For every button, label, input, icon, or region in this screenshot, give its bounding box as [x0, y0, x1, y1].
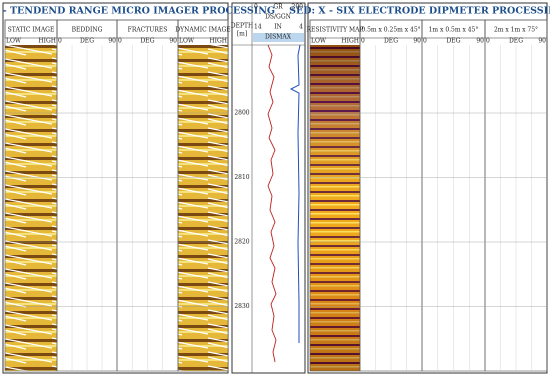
curve-scale: 0: [254, 4, 258, 11]
curve-label: DS/GGN: [265, 14, 291, 21]
depth-tick: 2810: [234, 174, 249, 181]
track-label: 0.5m x 0.25m x 45°: [361, 27, 420, 34]
curve-scale: 200: [292, 4, 304, 11]
scale-label: 90: [169, 38, 177, 45]
scale-label: 0: [361, 38, 365, 45]
mid-frame: [231, 2, 306, 374]
left-title: XRMI: X - TENDEND RANGE MICRO IMAGER PRO…: [0, 6, 275, 17]
scale-label: 90: [476, 38, 484, 45]
scale-label: 0: [486, 38, 490, 45]
depth-tick: 2800: [234, 110, 249, 117]
depth-label: DEPTH: [231, 23, 253, 30]
curve-scale: 4: [299, 24, 303, 31]
dynamic-image: [178, 45, 228, 371]
gr-curve: [267, 44, 277, 363]
scale-label: DEG: [80, 38, 94, 45]
curve-label: GR: [273, 4, 283, 11]
scale-label: 0: [118, 38, 122, 45]
track-label: DYNAMIC IMAGE: [175, 27, 230, 34]
scale-label: 0: [58, 38, 62, 45]
scale-label: HIGH: [341, 38, 359, 45]
scale-label: DEG: [384, 38, 398, 45]
scale-label: 90: [413, 38, 421, 45]
scale-label: DEG: [447, 38, 461, 45]
track-label: 2m x 1m x 75°: [494, 27, 538, 34]
resistivity-tone: [310, 45, 360, 371]
scale-label: LOW: [6, 38, 22, 45]
scale-label: LOW: [179, 38, 195, 45]
scale-label: 0: [423, 38, 427, 45]
static-image: [5, 45, 57, 371]
curve-box: [253, 33, 304, 42]
track-label: 1m x 0.5m x 45°: [429, 27, 479, 34]
scale-label: DEG: [509, 38, 523, 45]
track-header: [484, 19, 548, 39]
right-title: SED: X - SIX ELECTRODE DIPMETER PROCESSI…: [289, 6, 550, 17]
curve-label: IN: [274, 24, 282, 31]
track-label: BEDDING: [72, 27, 103, 34]
depth-tick: 2830: [234, 303, 249, 310]
depth-unit: [m]: [237, 31, 247, 38]
track-label: RESISTIVITY MAP: [307, 27, 364, 34]
scale-label: 90: [538, 38, 546, 45]
track-label: STATIC IMAGE: [8, 27, 55, 34]
scale-label: HIGH: [209, 38, 227, 45]
scale-label: LOW: [311, 38, 327, 45]
curve-label: DISMAX: [265, 34, 292, 41]
scale-label: HIGH: [38, 38, 56, 45]
curve-scale: 14: [254, 24, 262, 31]
scale-label: 90: [108, 38, 116, 45]
track-header: [177, 19, 229, 39]
depth-tick: 2820: [234, 239, 249, 246]
track-label: FRACTURES: [128, 27, 168, 34]
scale-label: DEG: [141, 38, 155, 45]
caliper-curve: [289, 44, 301, 343]
